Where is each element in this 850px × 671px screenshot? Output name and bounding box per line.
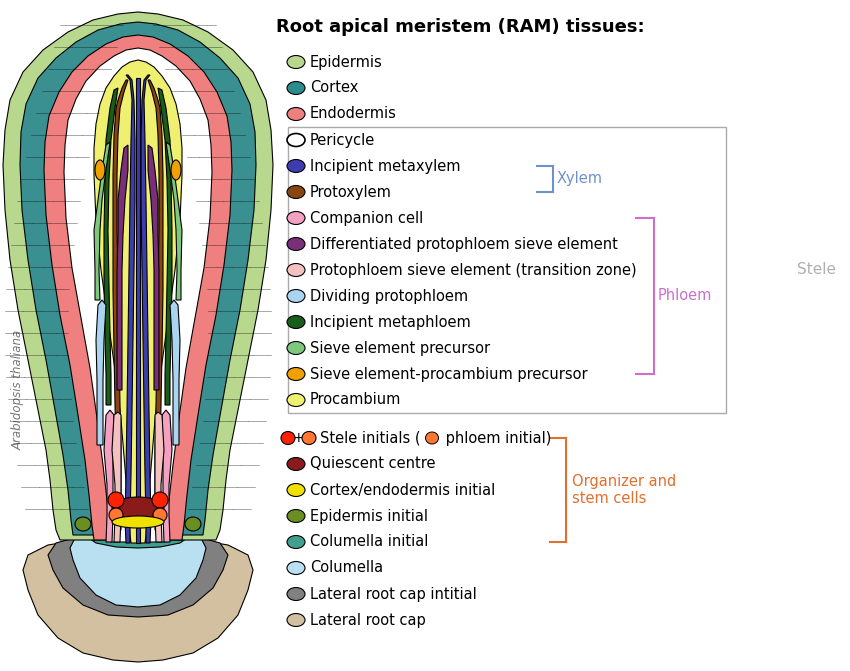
Ellipse shape (287, 342, 305, 354)
Ellipse shape (109, 508, 123, 522)
Polygon shape (141, 75, 151, 543)
Ellipse shape (287, 81, 305, 95)
Polygon shape (113, 80, 128, 530)
Text: Protoxylem: Protoxylem (310, 185, 392, 199)
Text: Stele: Stele (797, 262, 836, 278)
Polygon shape (23, 537, 253, 662)
Text: Root apical meristem (RAM) tissues:: Root apical meristem (RAM) tissues: (275, 18, 644, 36)
Text: Incipient metaphloem: Incipient metaphloem (310, 315, 471, 329)
Ellipse shape (287, 484, 305, 497)
Text: Columella: Columella (310, 560, 383, 576)
Text: Epidermis: Epidermis (310, 54, 382, 70)
Ellipse shape (287, 134, 305, 146)
Ellipse shape (95, 160, 105, 180)
Polygon shape (94, 60, 182, 543)
Polygon shape (94, 142, 110, 300)
Polygon shape (104, 410, 114, 542)
Polygon shape (70, 524, 206, 607)
Ellipse shape (287, 289, 305, 303)
Polygon shape (83, 516, 193, 548)
Text: Differentiated protophloem sieve element: Differentiated protophloem sieve element (310, 236, 618, 252)
Ellipse shape (287, 535, 305, 548)
Polygon shape (3, 12, 273, 540)
Ellipse shape (287, 393, 305, 407)
Text: Protophloem sieve element (transition zone): Protophloem sieve element (transition zo… (310, 262, 637, 278)
Ellipse shape (287, 56, 305, 68)
Text: Stele initials (: Stele initials ( (320, 431, 421, 446)
Text: Pericycle: Pericycle (310, 132, 375, 148)
Text: Quiescent centre: Quiescent centre (310, 456, 435, 472)
Text: Phloem: Phloem (658, 289, 712, 303)
Ellipse shape (108, 492, 124, 508)
Ellipse shape (426, 432, 439, 444)
Ellipse shape (287, 238, 305, 250)
Text: Cortex: Cortex (310, 81, 359, 95)
Polygon shape (162, 410, 172, 542)
Polygon shape (158, 88, 172, 405)
Ellipse shape (112, 516, 164, 528)
Ellipse shape (287, 588, 305, 601)
Text: Sieve element precursor: Sieve element precursor (310, 340, 490, 356)
Ellipse shape (287, 562, 305, 574)
Polygon shape (64, 48, 212, 542)
Text: +: + (292, 431, 303, 445)
Bar (288, 127, 726, 413)
Text: Procambium: Procambium (310, 393, 401, 407)
Ellipse shape (287, 509, 305, 523)
Ellipse shape (287, 613, 305, 627)
Ellipse shape (152, 492, 168, 508)
Ellipse shape (287, 211, 305, 225)
Ellipse shape (281, 431, 295, 444)
Polygon shape (148, 145, 159, 390)
Text: Incipient metaxylem: Incipient metaxylem (310, 158, 461, 174)
Polygon shape (170, 300, 180, 445)
Text: Lateral root cap: Lateral root cap (310, 613, 426, 627)
Ellipse shape (287, 185, 305, 199)
Polygon shape (166, 142, 182, 300)
Polygon shape (48, 532, 228, 617)
Ellipse shape (171, 160, 181, 180)
Text: Sieve element-procambium precursor: Sieve element-procambium precursor (310, 366, 587, 382)
Text: Epidermis initial: Epidermis initial (310, 509, 428, 523)
Polygon shape (44, 35, 232, 540)
Polygon shape (148, 80, 163, 530)
Polygon shape (112, 412, 121, 542)
Polygon shape (117, 145, 128, 390)
Polygon shape (125, 75, 135, 543)
Polygon shape (104, 88, 118, 405)
Ellipse shape (287, 458, 305, 470)
Ellipse shape (75, 517, 91, 531)
Ellipse shape (287, 368, 305, 380)
Text: Arabidopsis thaliana: Arabidopsis thaliana (12, 330, 25, 450)
Text: Xylem: Xylem (557, 172, 603, 187)
Text: Dividing protophloem: Dividing protophloem (310, 289, 468, 303)
Ellipse shape (287, 264, 305, 276)
Ellipse shape (287, 160, 305, 172)
Text: Columella initial: Columella initial (310, 535, 428, 550)
Ellipse shape (287, 107, 305, 121)
Text: phloem initial): phloem initial) (441, 431, 552, 446)
Text: Lateral root cap intitial: Lateral root cap intitial (310, 586, 477, 601)
Text: Endodermis: Endodermis (310, 107, 397, 121)
Text: Companion cell: Companion cell (310, 211, 423, 225)
Ellipse shape (185, 517, 201, 531)
Ellipse shape (302, 431, 316, 444)
Text: Cortex/endodermis initial: Cortex/endodermis initial (310, 482, 496, 497)
Polygon shape (20, 22, 256, 535)
Polygon shape (155, 412, 164, 542)
Polygon shape (136, 78, 140, 543)
Text: Organizer and
stem cells: Organizer and stem cells (572, 474, 677, 506)
Ellipse shape (153, 508, 167, 522)
Ellipse shape (287, 315, 305, 329)
Polygon shape (96, 300, 106, 445)
Ellipse shape (112, 497, 164, 519)
